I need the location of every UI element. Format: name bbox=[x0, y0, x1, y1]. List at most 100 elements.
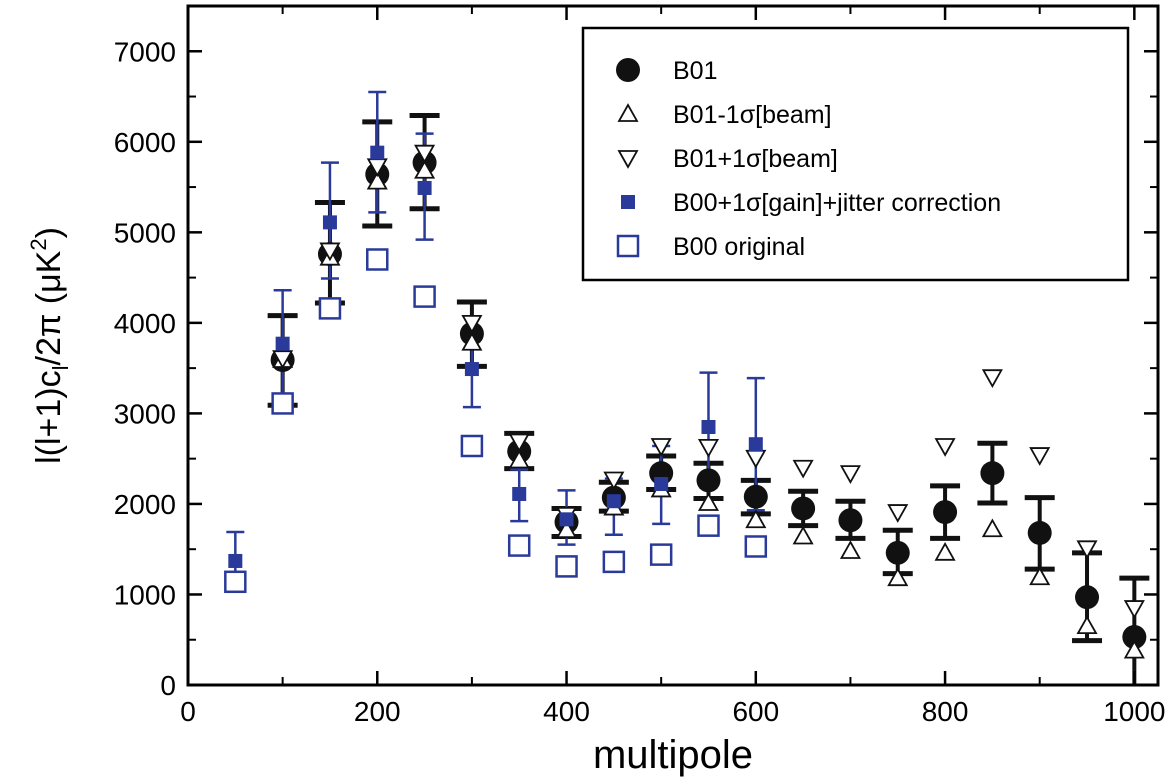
data-point-triangle-up bbox=[461, 331, 483, 351]
data-point-filled-circle bbox=[1027, 520, 1052, 545]
data-point-open-square bbox=[318, 297, 342, 320]
x-tick-label: 200 bbox=[354, 696, 401, 727]
legend-label: B01+1σ[beam] bbox=[673, 145, 838, 173]
data-point-filled-circle bbox=[1122, 625, 1147, 650]
legend-label: B01-1σ[beam] bbox=[673, 101, 832, 129]
data-point-filled-circle bbox=[696, 468, 721, 493]
data-point-triangle-up bbox=[1029, 566, 1051, 586]
data-point-filled-square bbox=[606, 494, 621, 509]
y-axis-title-sup: 2 bbox=[26, 238, 51, 250]
data-point-triangle-up bbox=[366, 170, 388, 190]
data-point-open-square bbox=[224, 570, 247, 594]
y-tick-label: 7000 bbox=[114, 36, 176, 67]
plot-frame bbox=[186, 4, 1160, 687]
data-point-triangle-down bbox=[745, 449, 767, 469]
legend-marker-triangle-down bbox=[617, 150, 639, 169]
data-point-open-square bbox=[413, 285, 436, 308]
axes: 0 200 400 600 800 1000 0 1000 2000 3000 4000 5000 60… bbox=[114, 6, 1165, 727]
data-point-triangle-up bbox=[792, 525, 814, 545]
data-point-triangle-up bbox=[414, 159, 436, 179]
legend-marker-filled-square bbox=[621, 195, 635, 209]
x-tick-label: 600 bbox=[732, 696, 779, 727]
y-axis-title-main: l(l+1)c bbox=[30, 370, 68, 464]
y-axis-title-mid: /2π (μK bbox=[30, 250, 68, 365]
data-point-triangle-up bbox=[839, 540, 861, 559]
data-point-filled-square bbox=[654, 477, 669, 492]
x-tick-label: 400 bbox=[543, 696, 590, 727]
data-point-filled-circle bbox=[885, 540, 910, 565]
y-tick-label: 4000 bbox=[114, 308, 176, 339]
data-point-open-square bbox=[366, 248, 389, 271]
data-point-triangle-down bbox=[981, 369, 1003, 389]
x-tick-label: 800 bbox=[922, 696, 969, 727]
data-point-open-square bbox=[697, 514, 720, 537]
legend-label: B00+1σ[gain]+jitter correction bbox=[673, 189, 1001, 217]
plot-content bbox=[224, 90, 1150, 685]
data-point-triangle-up bbox=[508, 449, 530, 469]
data-point-open-square bbox=[649, 543, 673, 566]
y-tick-label: 5000 bbox=[114, 217, 176, 248]
data-point-triangle-down bbox=[1076, 540, 1098, 560]
legend-marker-filled-circle bbox=[616, 58, 640, 82]
data-point-open-square bbox=[271, 392, 294, 415]
data-point-triangle-down bbox=[887, 504, 909, 523]
data-point-triangle-up bbox=[1076, 615, 1098, 635]
data-point-filled-square bbox=[559, 512, 574, 527]
data-point-filled-square bbox=[464, 362, 479, 377]
data-point-filled-circle bbox=[980, 461, 1005, 486]
data-point-triangle-up bbox=[934, 541, 956, 561]
legend-box bbox=[581, 26, 1130, 282]
data-point-filled-square bbox=[275, 336, 290, 351]
data-point-filled-circle bbox=[791, 496, 816, 521]
legend-marker-open-square bbox=[616, 234, 640, 258]
data-point-filled-circle bbox=[838, 508, 863, 533]
data-point-triangle-up bbox=[697, 492, 720, 511]
data-point-filled-circle bbox=[1075, 585, 1100, 610]
data-point-triangle-down bbox=[1029, 447, 1051, 466]
y-tick-label: 3000 bbox=[114, 398, 176, 429]
data-point-triangle-down bbox=[1123, 600, 1145, 619]
data-point-triangle-up bbox=[745, 509, 767, 529]
data-point-triangle-down bbox=[461, 314, 483, 334]
data-point-triangle-down bbox=[603, 471, 625, 491]
data-point-triangle-down bbox=[650, 438, 672, 457]
y-tick-label: 6000 bbox=[114, 127, 176, 158]
data-point-triangle-down bbox=[934, 438, 956, 457]
y-axis-title-end: ) bbox=[30, 227, 68, 238]
y-tick-label: 1000 bbox=[114, 579, 176, 610]
data-point-filled-square bbox=[701, 419, 716, 434]
y-tick-label: 0 bbox=[160, 670, 176, 701]
legend-label: B00 original bbox=[673, 233, 805, 261]
data-point-open-square bbox=[744, 535, 768, 558]
x-tick-label: 1000 bbox=[1103, 696, 1165, 727]
data-point-triangle-down bbox=[839, 465, 861, 484]
data-point-filled-circle bbox=[743, 484, 768, 509]
data-point-triangle-up bbox=[1123, 639, 1145, 659]
y-tick-label: 2000 bbox=[114, 489, 176, 520]
data-point-filled-circle bbox=[933, 500, 958, 525]
data-point-triangle-up bbox=[887, 567, 909, 587]
x-tick-label: 0 bbox=[180, 696, 196, 727]
data-point-filled-square bbox=[748, 437, 763, 452]
data-point-filled-square bbox=[370, 145, 385, 160]
x-axis-title: multipole bbox=[593, 733, 753, 777]
data-point-triangle-up bbox=[981, 518, 1003, 538]
data-point-filled-square bbox=[417, 180, 432, 195]
data-point-open-square bbox=[602, 550, 626, 574]
data-point-triangle-down bbox=[272, 350, 294, 370]
data-point-filled-square bbox=[322, 215, 337, 230]
data-point-filled-square bbox=[512, 486, 527, 501]
data-point-triangle-down bbox=[319, 242, 341, 262]
y-axis-title-sub: l bbox=[48, 366, 73, 371]
data-point-triangle-down bbox=[697, 438, 720, 458]
data-point-triangle-down bbox=[792, 459, 814, 479]
y-axis-title: l(l+1)cl/2π (μK2) bbox=[26, 227, 73, 464]
data-point-open-square bbox=[460, 434, 484, 458]
data-point-filled-square bbox=[228, 553, 243, 568]
data-point-triangle-down bbox=[508, 433, 530, 453]
data-point-open-square bbox=[507, 534, 531, 557]
data-point-triangle-up bbox=[555, 519, 578, 539]
data-point-triangle-down bbox=[414, 144, 436, 164]
legend-marker-triangle-up bbox=[617, 103, 639, 122]
